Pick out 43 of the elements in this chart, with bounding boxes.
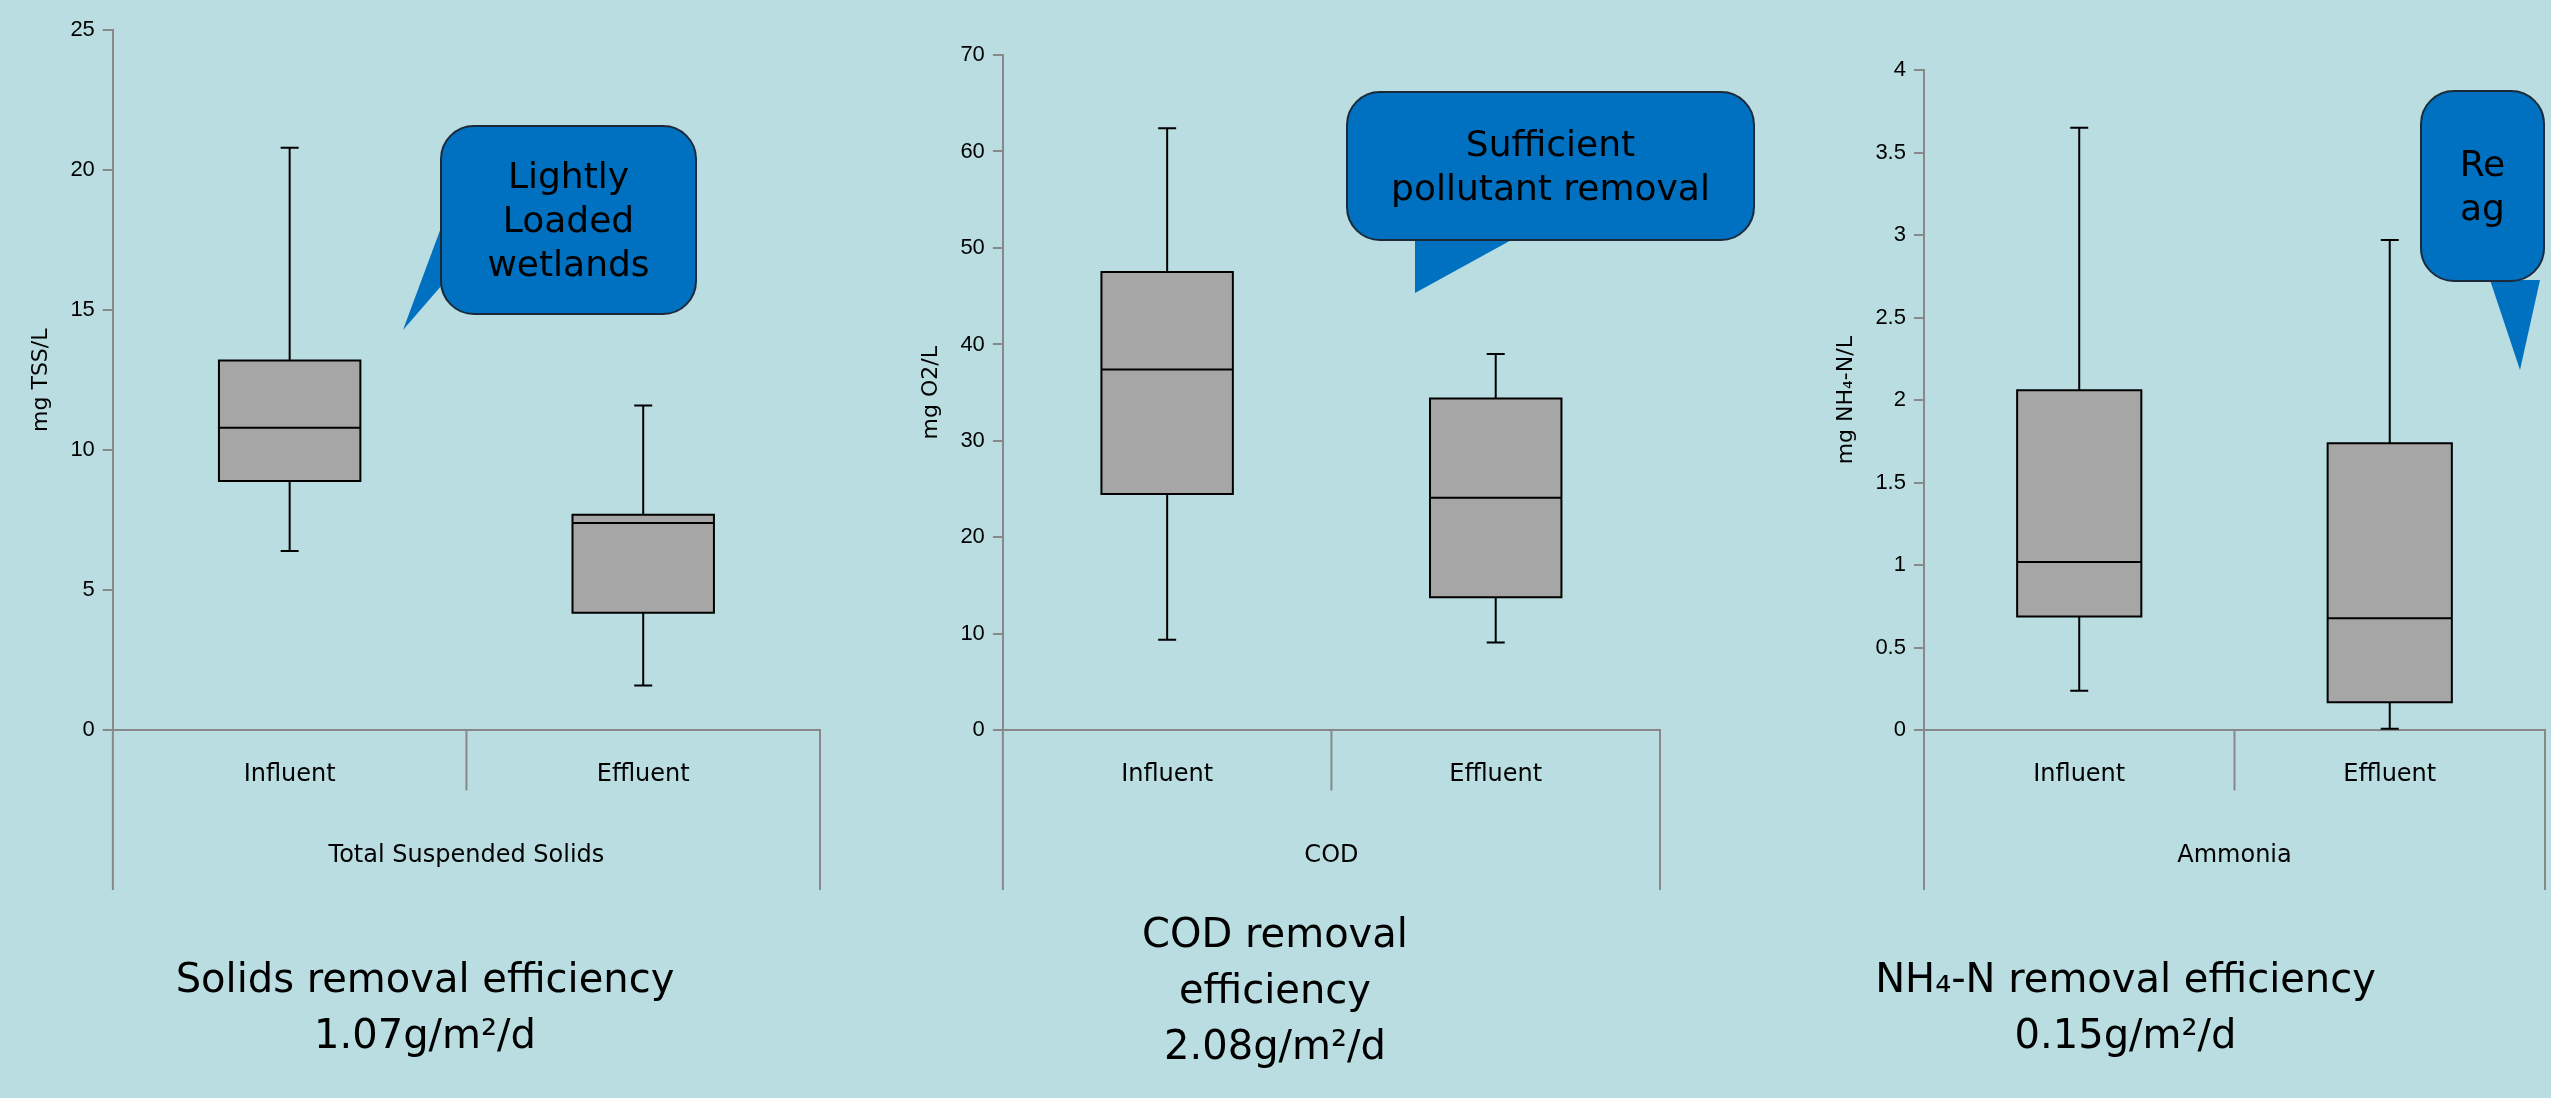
y-tick-label: 1.5 bbox=[1875, 468, 1906, 494]
text: COD removal efficiency 2.08g/m²/d bbox=[1141, 909, 1409, 1070]
x-tick-label: Influent bbox=[2033, 759, 2126, 788]
x-tick-label: Effluent bbox=[2343, 759, 2437, 788]
annotation: Lightly Loaded wetlands bbox=[487, 154, 650, 286]
y-axis-title: mg O2/L bbox=[916, 345, 942, 440]
y-tick-label: 5 bbox=[82, 576, 95, 602]
x-axis-title: Total Suspended Solids bbox=[327, 839, 605, 868]
y-tick-label: 60 bbox=[960, 137, 985, 163]
y-tick-label: 4 bbox=[1893, 56, 1906, 82]
annotation: Sufficient pollutant removal bbox=[1391, 122, 1710, 210]
y-tick-label: 40 bbox=[960, 330, 985, 356]
x-axis-title: Ammonia bbox=[2177, 839, 2292, 868]
x-tick-label: Effluent bbox=[596, 759, 690, 788]
y-tick-label: 50 bbox=[960, 234, 985, 260]
y-tick-label: 0.5 bbox=[1875, 633, 1906, 659]
y-tick-label: 70 bbox=[960, 41, 985, 67]
y-tick-label: 15 bbox=[70, 296, 95, 322]
y-tick-label: 10 bbox=[960, 619, 985, 645]
speech-bubble: Re ag bbox=[2420, 90, 2545, 370]
y-axis-title: mg NH₄-N/L bbox=[1831, 335, 1857, 465]
annotation: Re ag bbox=[2459, 142, 2506, 230]
y-tick-label: 2.5 bbox=[1875, 303, 1906, 329]
y-tick-label: 20 bbox=[960, 523, 985, 549]
x-tick-label: Effluent bbox=[1449, 759, 1543, 788]
y-tick-label: 0 bbox=[972, 716, 985, 742]
x-tick-label: Influent bbox=[243, 759, 336, 788]
x-axis-title: COD bbox=[1304, 839, 1359, 868]
y-tick-label: 3 bbox=[1893, 221, 1906, 247]
text: NH₄-N removal efficiency 0.15g/m²/d bbox=[1874, 954, 2377, 1059]
x-tick-label: Influent bbox=[1121, 759, 1214, 788]
y-tick-label: 10 bbox=[70, 436, 95, 462]
speech-bubble: Sufficient pollutant removal bbox=[1346, 91, 1755, 293]
y-tick-label: 3.5 bbox=[1875, 138, 1906, 164]
y-tick-label: 0 bbox=[1893, 716, 1906, 742]
y-tick-label: 2 bbox=[1893, 386, 1906, 412]
y-tick-label: 0 bbox=[82, 716, 95, 742]
y-tick-label: 1 bbox=[1893, 551, 1906, 577]
text: Solids removal efficiency 1.07g/m²/d bbox=[174, 954, 676, 1059]
y-tick-label: 25 bbox=[70, 16, 95, 42]
y-axis-title: mg TSS/L bbox=[26, 327, 52, 432]
y-tick-label: 30 bbox=[960, 427, 985, 453]
y-tick-label: 20 bbox=[70, 156, 95, 182]
